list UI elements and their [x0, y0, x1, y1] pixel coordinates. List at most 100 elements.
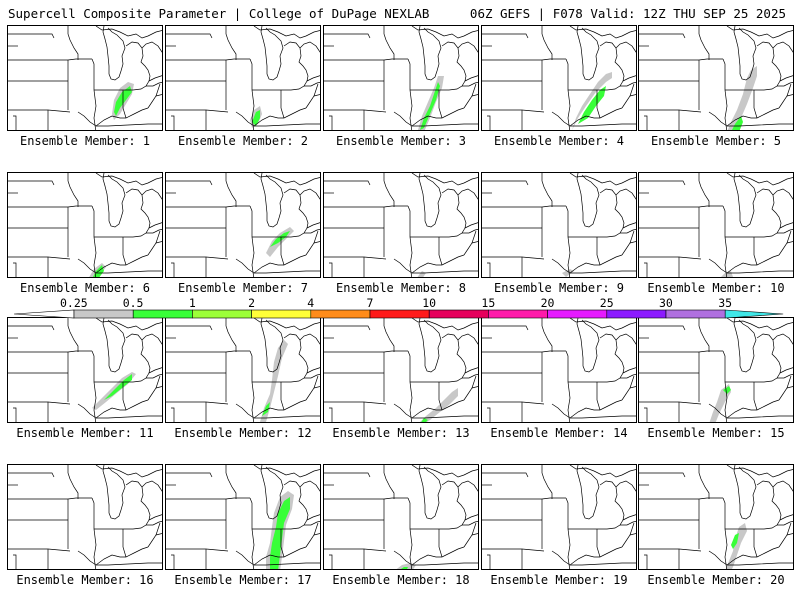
map-boundary-line	[629, 241, 636, 244]
map-boundary-line	[482, 325, 529, 331]
map-boundary-line	[407, 350, 413, 422]
map-boundary-line	[313, 533, 320, 536]
map-boundary-line	[570, 562, 636, 566]
map-boundary-line	[487, 115, 491, 130]
map-boundary-line	[438, 382, 443, 411]
map-boundary-line	[67, 318, 79, 352]
member-map-svg	[166, 173, 320, 277]
map-boundary-line	[253, 318, 320, 331]
map-boundary-line	[166, 205, 250, 208]
ensemble-member-label: Ensemble Member: 13	[332, 426, 470, 440]
scp-contour-light	[572, 72, 612, 130]
map-boundary-line	[235, 546, 307, 566]
map-boundary-line	[779, 222, 793, 229]
map-boundary-line	[722, 205, 728, 277]
map-boundary-line	[457, 41, 478, 53]
colorbar-tick-label: 4	[307, 296, 315, 310]
map-boundary-line	[253, 26, 320, 39]
map-boundary-line	[621, 375, 635, 401]
map-boundary-line	[8, 256, 71, 260]
map-boundary-line	[772, 333, 793, 345]
map-boundary-line	[777, 521, 793, 526]
ensemble-member-label: Ensemble Member: 19	[490, 573, 628, 587]
map-boundary-line	[383, 318, 395, 352]
map-boundary-line	[639, 58, 723, 61]
scp-contour-green	[252, 110, 260, 126]
map-boundary-line	[8, 205, 92, 208]
map-boundary-line	[620, 229, 636, 234]
map-boundary-line	[412, 123, 478, 127]
map-boundary-line	[13, 407, 17, 422]
map-boundary-line	[329, 554, 333, 569]
map-boundary-line	[324, 325, 371, 331]
map-boundary-line	[570, 415, 636, 419]
run-valid-time: 06Z GEFS | F078 Valid: 12Z THU SEP 25 20…	[469, 6, 786, 21]
map-boundary-line	[305, 83, 319, 109]
map-boundary-line	[148, 75, 162, 82]
map-boundary-line	[166, 350, 250, 353]
map-boundary-line	[166, 401, 229, 405]
map-boundary-line	[260, 465, 284, 520]
map-boundary-line	[482, 180, 529, 186]
map-boundary-line	[324, 180, 371, 186]
ensemble-member-label: Ensemble Member: 4	[493, 134, 625, 148]
map-boundary-line	[418, 173, 442, 228]
map-boundary-line	[698, 318, 710, 352]
map-boundary-line	[708, 107, 780, 127]
map-boundary-line	[597, 480, 625, 530]
map-boundary-line	[778, 375, 792, 401]
map-boundary-line	[280, 90, 285, 119]
map-boundary-line	[726, 173, 793, 186]
map-boundary-line	[225, 26, 237, 60]
map-boundary-line	[412, 270, 478, 274]
map-boundary-line	[305, 375, 319, 401]
map-boundary-line	[260, 26, 284, 81]
map-boundary-line	[96, 270, 162, 274]
map-boundary-line	[639, 548, 702, 552]
map-boundary-line	[329, 115, 333, 130]
map-boundary-line	[551, 546, 623, 566]
map-boundary-line	[171, 115, 175, 130]
map-boundary-line	[280, 237, 285, 266]
map-boundary-line	[324, 472, 371, 478]
map-boundary-line	[155, 241, 162, 244]
ensemble-member-label: Ensemble Member: 14	[490, 426, 628, 440]
map-boundary-line	[772, 480, 793, 492]
colorbar-bin	[369, 309, 430, 319]
ensemble-member-map	[638, 464, 794, 570]
map-boundary-line	[733, 26, 757, 81]
map-boundary-line	[95, 465, 162, 478]
map-boundary-line	[639, 497, 723, 500]
map-boundary-line	[306, 222, 320, 229]
map-boundary-line	[727, 123, 793, 127]
map-boundary-line	[254, 270, 320, 274]
map-boundary-line	[155, 386, 162, 389]
map-boundary-line	[418, 26, 442, 81]
map-boundary-line	[141, 480, 162, 492]
map-boundary-line	[482, 109, 545, 113]
map-boundary-line	[615, 333, 636, 345]
map-boundary-line	[407, 205, 413, 277]
map-boundary-line	[639, 256, 702, 260]
map-boundary-line	[383, 465, 395, 499]
map-boundary-line	[225, 173, 237, 207]
map-boundary-line	[464, 367, 478, 374]
scp-contour-green	[270, 231, 290, 247]
map-boundary-line	[95, 318, 162, 331]
map-boundary-line	[464, 75, 478, 82]
map-boundary-line	[727, 562, 793, 566]
scp-contour-light	[721, 271, 733, 277]
map-boundary-line	[253, 465, 320, 478]
ensemble-member-map	[7, 25, 163, 131]
map-boundary-line	[438, 90, 443, 119]
map-boundary-line	[463, 230, 477, 256]
map-boundary-line	[698, 26, 710, 60]
map-boundary-line	[148, 222, 162, 229]
ensemble-member-label: Ensemble Member: 6	[19, 281, 151, 295]
colorbar-lower-extend	[13, 309, 75, 319]
map-boundary-line	[8, 325, 55, 331]
member-map-svg	[324, 26, 478, 130]
colorbar-tick-label: 35	[718, 296, 733, 310]
ensemble-member-label: Ensemble Member: 16	[16, 573, 154, 587]
map-boundary-line	[324, 548, 387, 552]
